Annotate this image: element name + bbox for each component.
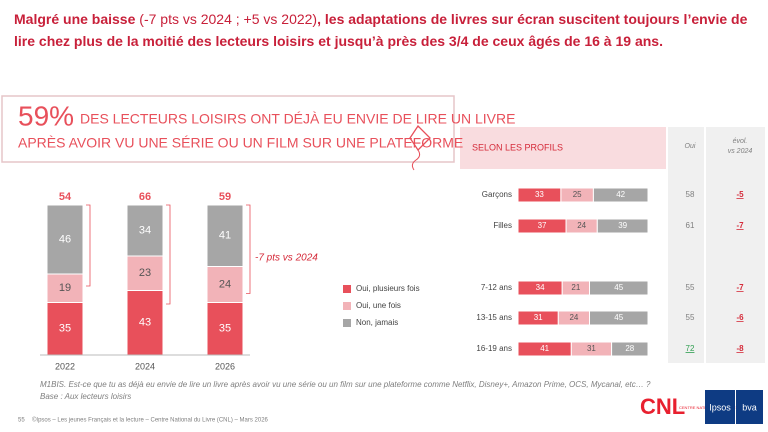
- evol-value: -7: [736, 221, 744, 230]
- columns-bg: [668, 127, 765, 363]
- footer-source: ©Ipsos – Les jeunes Français et la lectu…: [32, 417, 269, 424]
- category-label: 7-12 ans: [481, 283, 512, 292]
- x-tick-label: 2022: [55, 361, 75, 371]
- logo-ipsos: Ipsos: [709, 402, 731, 412]
- segment-label: 25: [573, 190, 582, 199]
- bar-segment: [126, 204, 164, 257]
- bracket: [246, 204, 251, 294]
- segment-label: 19: [59, 282, 71, 294]
- footnote-question: M1BIS. Est-ce que tu as déjà eu envie de…: [40, 380, 651, 389]
- bar-segment: [46, 204, 84, 275]
- banner-text: APRÈS AVOIR VU UNE SÉRIE OU UN FILM SUR …: [18, 135, 463, 151]
- segment-label: 46: [59, 233, 71, 245]
- banner-frame: [1, 95, 455, 163]
- segment-label: 24: [577, 221, 586, 230]
- kite-icon: [409, 124, 431, 171]
- annotation: -7 pts vs 2024: [255, 253, 318, 264]
- total-label: 59: [219, 191, 231, 203]
- legend-swatch: [343, 285, 351, 293]
- bar-segment: [611, 341, 649, 357]
- bar-segment: [206, 204, 244, 267]
- page-number: 55: [18, 418, 25, 424]
- banner-text: DES LECTEURS LOISIRS ONT DÉJÀ EU ENVIE D…: [80, 111, 515, 127]
- bracket: [166, 204, 171, 305]
- segment-label: 42: [616, 190, 625, 199]
- segment-label: 28: [625, 344, 634, 353]
- evol-value: -5: [736, 190, 744, 199]
- segment-label: 34: [536, 283, 545, 292]
- segment-label: 31: [587, 344, 596, 353]
- profile-header-bg: [460, 127, 666, 169]
- bar-segment: [589, 310, 649, 326]
- evol-value: -7: [736, 283, 744, 292]
- oui-value: 55: [686, 283, 695, 292]
- headline-part: , les adaptations de livres sur écran su…: [14, 11, 748, 49]
- segment-label: 31: [534, 313, 543, 322]
- legend-swatch: [343, 302, 351, 310]
- legend-label: Oui, une fois: [356, 301, 401, 310]
- oui-value: 58: [686, 190, 695, 199]
- evol-value: -8: [736, 344, 744, 353]
- footnote-base: Base : Aux lecteurs loisirs: [40, 392, 131, 401]
- evol-value: -6: [736, 313, 744, 322]
- oui-header: Oui: [685, 143, 696, 150]
- segment-label: 35: [219, 323, 231, 335]
- total-label: 66: [139, 191, 151, 203]
- legend-label: Non, jamais: [356, 318, 398, 327]
- bar-segment: [46, 273, 84, 303]
- big-stat: 59%: [18, 100, 74, 131]
- x-tick-label: 2026: [215, 361, 235, 371]
- profile-title: SELON LES PROFILS: [472, 142, 563, 152]
- x-tick-label: 2024: [135, 361, 155, 371]
- logo-bva: bva: [742, 402, 757, 412]
- oui-value: 61: [686, 221, 695, 230]
- headline-part: (-7 pts vs 2024 ; +5 vs 2022): [139, 11, 318, 27]
- segment-label: 21: [571, 283, 580, 292]
- total-label: 54: [59, 191, 72, 203]
- bar-segment: [589, 280, 649, 296]
- bar-segment: [206, 302, 244, 356]
- logo-ipsos-bg: [705, 390, 735, 424]
- segment-label: 23: [139, 267, 151, 279]
- segment-label: 45: [614, 283, 623, 292]
- evol-header: évol.: [733, 138, 748, 145]
- segment-label: 43: [139, 317, 151, 329]
- category-label: 16-19 ans: [476, 344, 512, 353]
- segment-label: 45: [614, 313, 623, 322]
- logo-cnl: CNL: [640, 394, 685, 419]
- headline-part: Malgré une baisse: [14, 11, 140, 27]
- headline: Malgré une baisse (-7 pts vs 2024 ; +5 v…: [14, 8, 754, 52]
- category-label: 13-15 ans: [476, 313, 512, 322]
- bar-segment: [46, 302, 84, 356]
- segment-label: 33: [535, 190, 544, 199]
- category-label: Filles: [493, 221, 512, 230]
- segment-label: 37: [538, 221, 547, 230]
- legend-label: Oui, plusieurs fois: [356, 284, 420, 293]
- bracket: [86, 204, 91, 287]
- segment-label: 35: [59, 323, 71, 335]
- evol-header: vs 2024: [728, 148, 753, 155]
- bar-segment: [596, 218, 649, 234]
- bar-segment: [126, 290, 164, 356]
- oui-value: 72: [686, 344, 695, 353]
- logo-bva-bg: [736, 390, 763, 424]
- segment-label: 24: [569, 313, 578, 322]
- bar-segment: [592, 187, 649, 203]
- segment-label: 41: [219, 230, 231, 242]
- segment-label: 24: [219, 278, 231, 290]
- legend-swatch: [343, 319, 351, 327]
- segment-label: 34: [139, 224, 151, 236]
- category-label: Garçons: [482, 190, 512, 199]
- segment-label: 39: [618, 221, 627, 230]
- segment-label: 41: [540, 344, 549, 353]
- oui-value: 55: [686, 313, 695, 322]
